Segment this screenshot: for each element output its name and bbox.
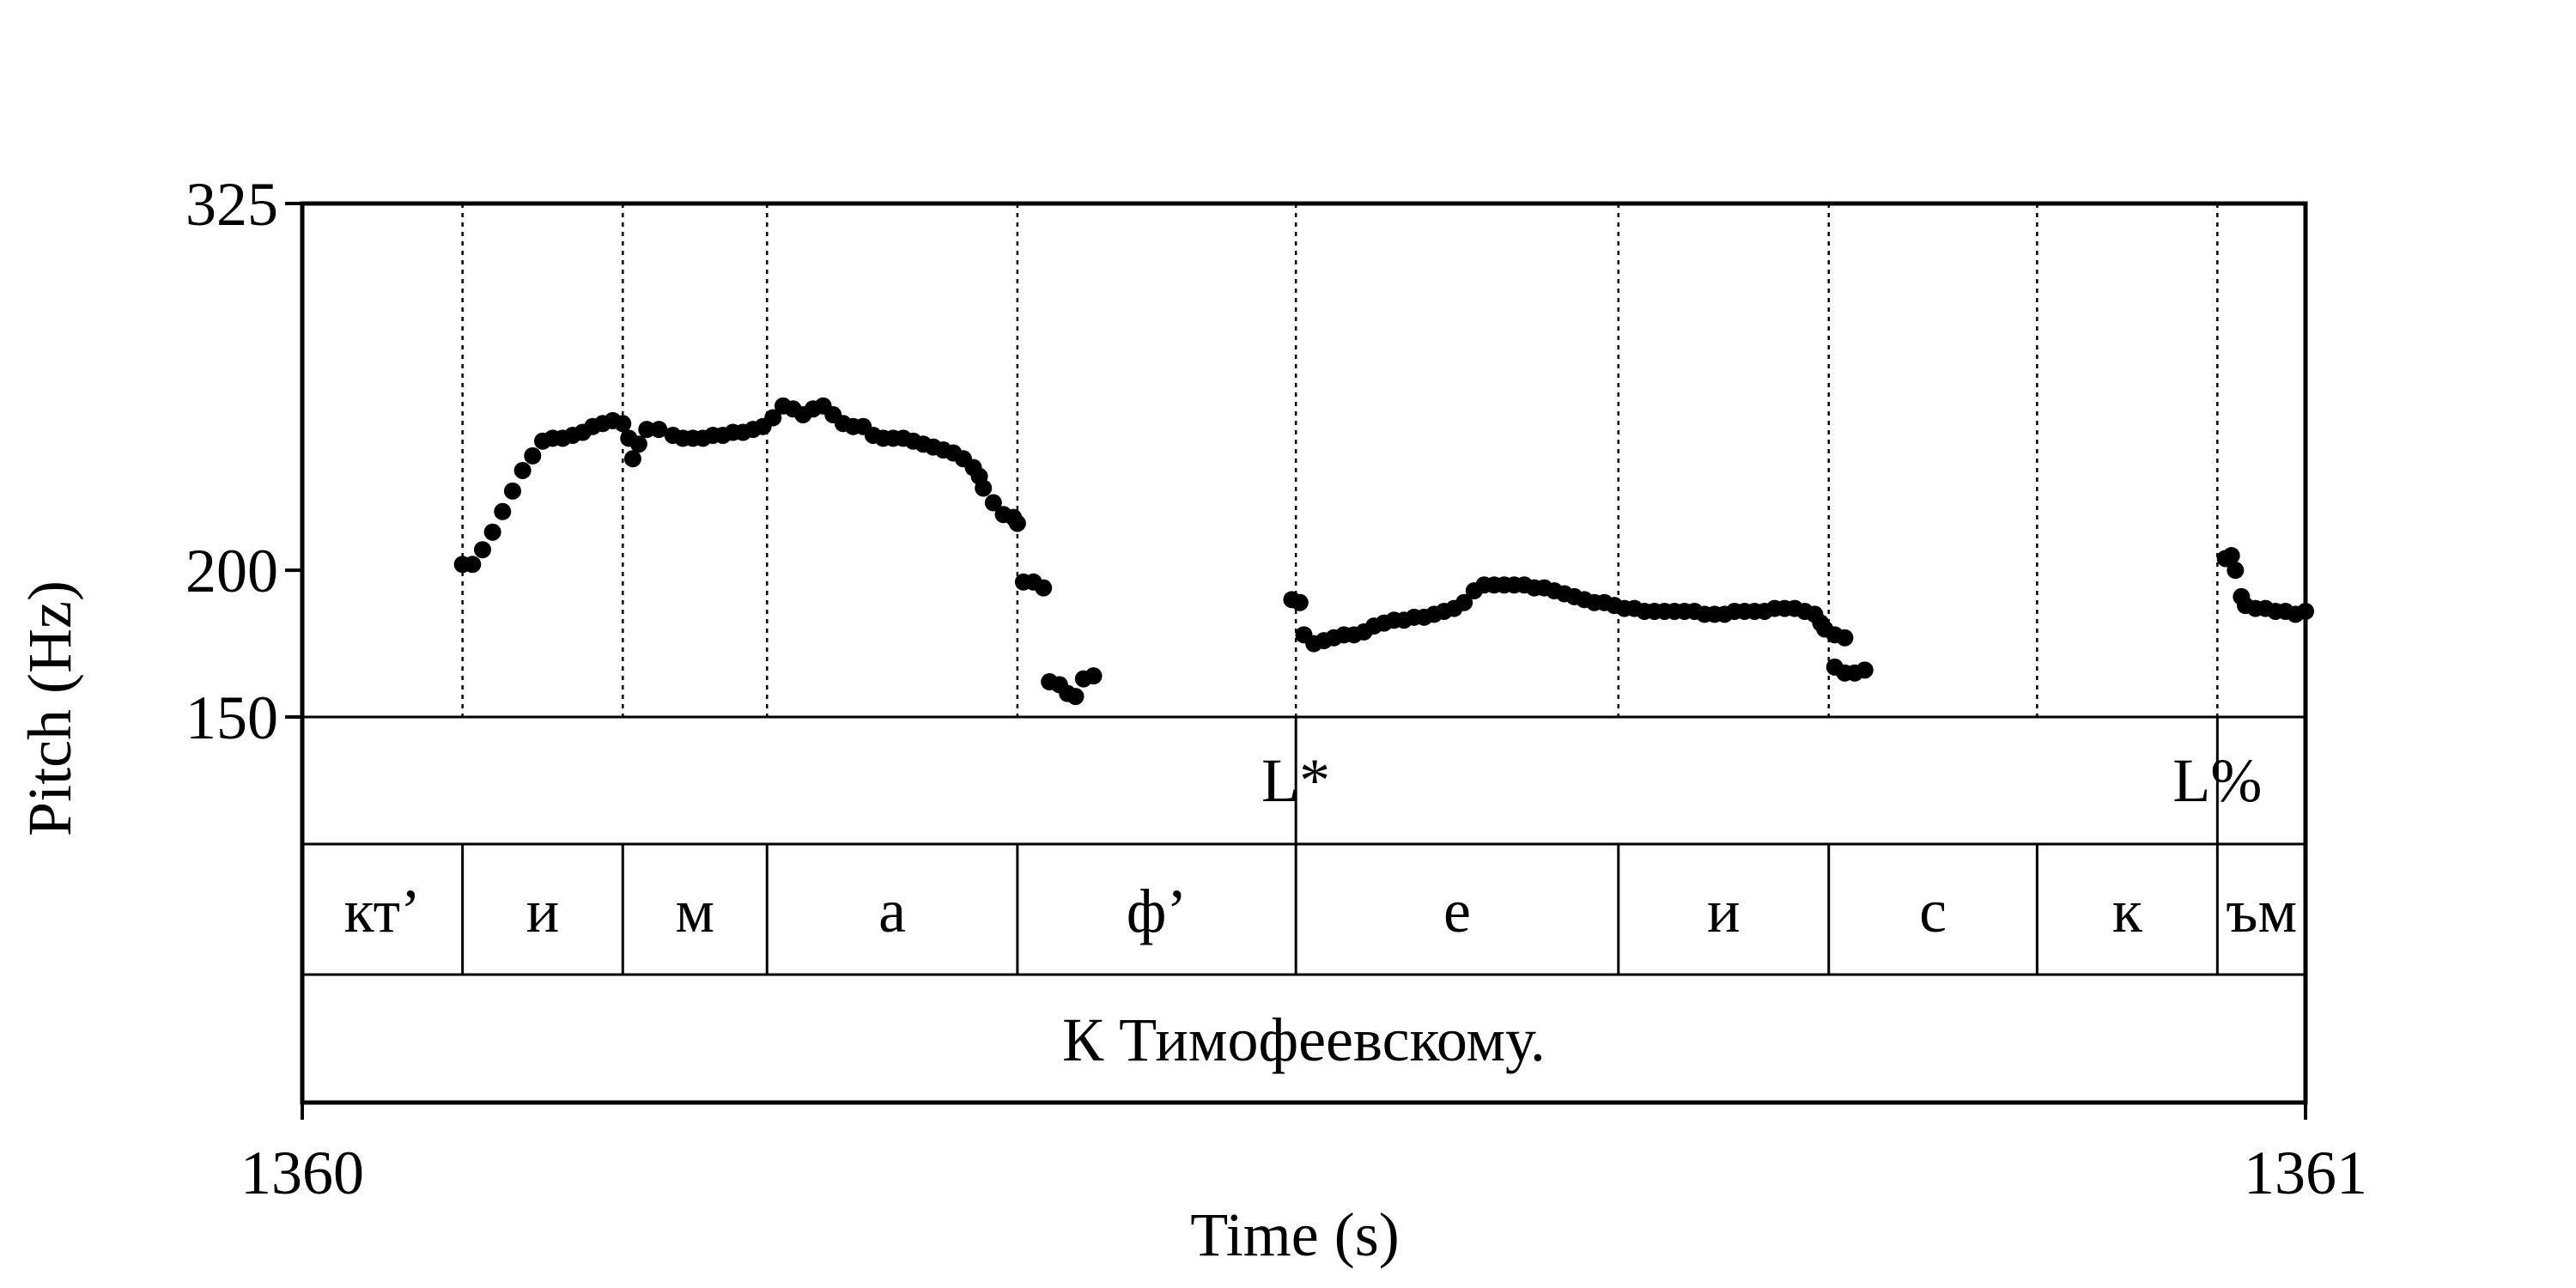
axis-ticks: 150 200 325 1360 1361 <box>185 170 2367 1207</box>
segment-label: ф’ <box>1127 877 1188 945</box>
y-tick-label: 150 <box>185 683 278 752</box>
pitch-point <box>1291 593 1309 611</box>
pitch-point <box>638 421 656 439</box>
plot-border <box>300 201 2308 1105</box>
segment-label: е <box>1443 877 1471 945</box>
segment-label: с <box>1919 877 1947 945</box>
pitch-point <box>1008 514 1026 532</box>
pitch-point <box>513 461 532 479</box>
pitch-point <box>1455 593 1473 611</box>
x-tick-label: 1360 <box>240 1139 364 1207</box>
pitch-point <box>764 409 782 427</box>
y-axis-title: Pitch (Hz) <box>15 580 84 836</box>
segment-label: а <box>878 877 906 945</box>
pitch-point <box>464 556 482 574</box>
pitch-points <box>453 397 2314 706</box>
pitch-point <box>1856 661 1874 679</box>
pitch-point <box>473 541 491 559</box>
pitch-point <box>1836 629 1854 647</box>
segment-label: кт’ <box>344 877 421 945</box>
annotation-tiers: L* L% кт’ и м а ф’ е и с к ъм К Тимофеевскому. <box>344 717 2297 1074</box>
pitch-point <box>975 479 993 497</box>
pitch-point <box>984 494 1002 512</box>
pitch-point <box>1035 579 1053 597</box>
segment-label: и <box>526 877 560 945</box>
pitch-point <box>623 450 641 468</box>
x-axis-title: Time (s) <box>1190 1200 1399 1269</box>
chart-frame <box>300 201 2308 1105</box>
pitch-point <box>524 447 542 465</box>
pitch-point <box>503 482 521 500</box>
pitch-point <box>2227 562 2245 580</box>
pitch-point <box>629 435 647 453</box>
pitch-point <box>494 502 512 520</box>
pitch-point <box>1084 667 1103 685</box>
boundary-lines <box>461 204 2219 717</box>
tone-label: L* <box>1261 746 1330 815</box>
pitch-point <box>1066 688 1084 706</box>
segment-label: и <box>1707 877 1741 945</box>
y-tick-label: 325 <box>185 170 278 239</box>
phrase-label: К Тимофеевскому. <box>1062 1005 1546 1074</box>
pitch-point <box>650 421 668 439</box>
segment-label: м <box>675 877 714 945</box>
pitch-point <box>483 523 501 541</box>
pitch-point <box>614 415 632 433</box>
pitch-point <box>2222 547 2240 565</box>
segment-label: ъм <box>2226 877 2297 945</box>
segment-label: к <box>2112 877 2143 945</box>
tone-label: L% <box>2172 746 2262 815</box>
x-tick-label: 1361 <box>2244 1139 2367 1207</box>
y-tick-label: 200 <box>185 537 278 605</box>
